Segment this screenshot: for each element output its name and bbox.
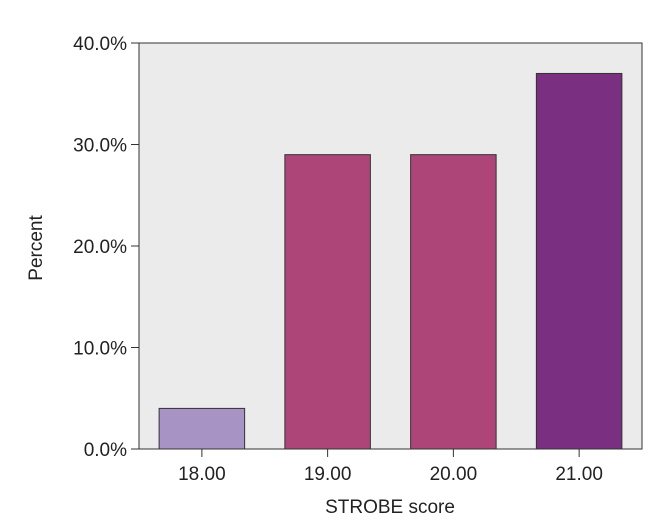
y-tick-label: 40.0%	[73, 34, 127, 55]
x-tick-label: 20.00	[430, 464, 478, 485]
y-tick-label: 0.0%	[84, 440, 127, 461]
bar-18.00	[158, 407, 246, 450]
y-tick-label: 20.0%	[73, 237, 127, 258]
x-axis: 18.00 19.00 20.00 21.00	[178, 449, 603, 485]
bars	[158, 72, 623, 450]
bar-19.00	[284, 154, 371, 450]
bar-20.00	[410, 154, 497, 450]
y-axis-title: Percent	[26, 215, 47, 281]
x-tick-label: 19.00	[304, 464, 352, 485]
y-axis: 0.0% 10.0% 20.0% 30.0% 40.0%	[73, 34, 139, 461]
bar-21.00	[535, 72, 623, 450]
x-tick-label: 21.00	[555, 464, 603, 485]
y-tick-label: 30.0%	[73, 136, 127, 157]
x-tick-label: 18.00	[178, 464, 226, 485]
x-axis-title: STROBE score	[325, 497, 455, 518]
y-tick-label: 10.0%	[73, 339, 127, 360]
